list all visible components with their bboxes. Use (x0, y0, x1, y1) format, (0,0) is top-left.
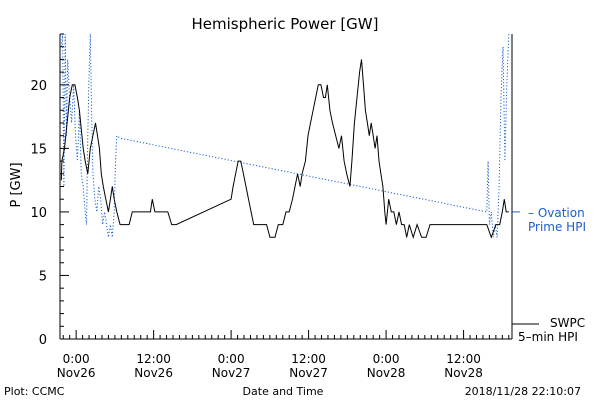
x-tick-time-label: 12:00 (446, 352, 481, 366)
x-tick-time-label: 0:00 (218, 352, 245, 366)
y-axis-tick-labels: 0 5 10 15 20 (30, 79, 47, 348)
legend-ovation-label-line2: Prime HPI (528, 220, 586, 234)
x-axis-tick-labels: 0:00Nov2612:00Nov260:00Nov2712:00Nov270:… (57, 352, 483, 380)
x-tick-date-label: Nov28 (444, 366, 483, 380)
x-tick-time-label: 12:00 (136, 352, 171, 366)
x-axis-label: Date and Time (243, 385, 324, 398)
chart-title: Hemispheric Power [GW] (192, 15, 379, 33)
legend-ovation-label-line1: – Ovation (528, 206, 585, 220)
legend-swpc-label-line1: SWPC (550, 316, 585, 330)
series-ovation-prime-hpi (60, 33, 510, 238)
x-tick-time-label: 0:00 (373, 352, 400, 366)
legend-swpc-label-line2: 5–min HPI (518, 330, 578, 344)
y-tick-label: 10 (30, 206, 47, 221)
y-tick-label: 20 (30, 79, 47, 94)
y-tick-label: 5 (39, 269, 47, 284)
x-tick-date-label: Nov27 (289, 366, 328, 380)
footer-timestamp: 2018/11/28 22:10:07 (465, 385, 581, 398)
x-tick-date-label: Nov27 (212, 366, 251, 380)
x-tick-date-label: Nov26 (57, 366, 96, 380)
footer-plot-source: Plot: CCMC (4, 385, 65, 398)
x-tick-time-label: 12:00 (291, 352, 326, 366)
x-tick-date-label: Nov26 (134, 366, 173, 380)
y-tick-label: 0 (39, 333, 47, 348)
x-tick-date-label: Nov28 (367, 366, 406, 380)
x-tick-time-label: 0:00 (63, 352, 90, 366)
y-axis-label: P [GW] (9, 162, 24, 207)
y-tick-label: 15 (30, 142, 47, 157)
plot-area (59, 34, 513, 340)
series-layer (60, 33, 510, 240)
series-swpc-5min-hpi (60, 59, 509, 240)
axis-ticks (60, 33, 510, 340)
